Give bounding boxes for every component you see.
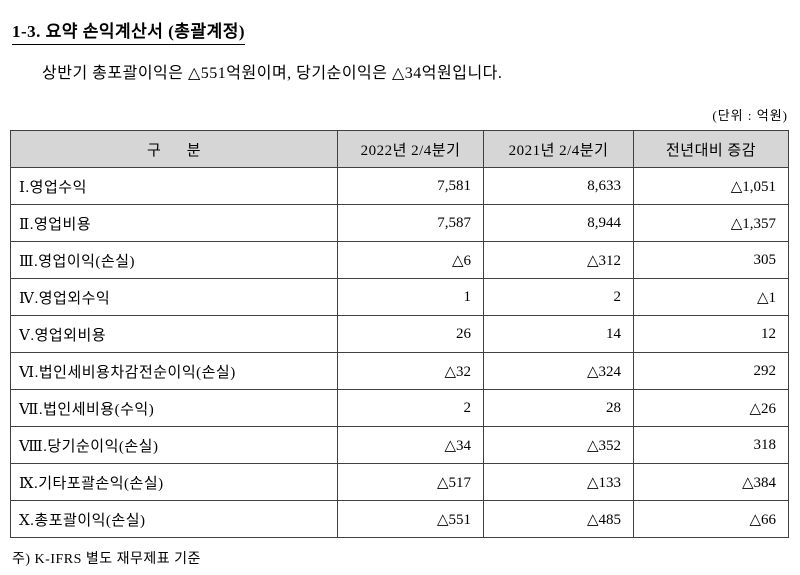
row-label: Ⅷ.당기순이익(손실) xyxy=(10,426,338,464)
row-label: Ⅴ.영업외비용 xyxy=(10,315,338,353)
row-value: △32 xyxy=(337,352,484,390)
row-value: △352 xyxy=(483,426,634,464)
header-category: 구 분 xyxy=(10,130,338,168)
row-label: Ⅳ.영업외수익 xyxy=(10,278,338,316)
row-label: Ⅸ.기타포괄손익(손실) xyxy=(10,463,338,501)
income-statement-table: 구 분 2022년 2/4분기 2021년 2/4분기 전년대비 증감 Ⅰ.영업… xyxy=(10,130,789,538)
table-header: 구 분 2022년 2/4분기 2021년 2/4분기 전년대비 증감 xyxy=(10,130,789,168)
table-row: Ⅱ.영업비용 7,587 8,944 △1,357 xyxy=(10,204,789,242)
row-value: △312 xyxy=(483,241,634,279)
row-value: 8,944 xyxy=(483,204,634,242)
table-body: Ⅰ.영업수익 7,581 8,633 △1,051 Ⅱ.영업비용 7,587 8,944 △1… xyxy=(10,167,789,538)
row-value: 12 xyxy=(633,315,789,353)
row-value: △324 xyxy=(483,352,634,390)
row-value: △384 xyxy=(633,463,789,501)
table-row: Ⅰ.영업수익 7,581 8,633 △1,051 xyxy=(10,167,789,205)
row-value: △6 xyxy=(337,241,484,279)
row-value: △551 xyxy=(337,500,484,538)
row-value: △34 xyxy=(337,426,484,464)
row-value: 2 xyxy=(337,389,484,427)
table-row: Ⅶ.법인세비용(수익) 2 28 △26 xyxy=(10,389,789,427)
summary-sentence: 상반기 총포괄이익은 △551억원이며, 당기순이익은 △34억원입니다. xyxy=(42,65,503,82)
row-value: 8,633 xyxy=(483,167,634,205)
table-row: Ⅴ.영업외비용 26 14 12 xyxy=(10,315,789,353)
page-title: 1-3. 요약 손익계산서 (총괄계정) xyxy=(10,8,790,45)
page-title-text: 1-3. 요약 손익계산서 (총괄계정) xyxy=(12,17,246,45)
row-value: △133 xyxy=(483,463,634,501)
row-value: △517 xyxy=(337,463,484,501)
row-label: Ⅵ.법인세비용차감전순이익(손실) xyxy=(10,352,338,390)
row-label: Ⅶ.법인세비용(수익) xyxy=(10,389,338,427)
row-value: 2 xyxy=(483,278,634,316)
row-value: 7,581 xyxy=(337,167,484,205)
footnote: 주) K-IFRS 별도 재무제표 기준 xyxy=(12,552,201,567)
row-label: Ⅰ.영업수익 xyxy=(10,167,338,205)
table-row: Ⅵ.법인세비용차감전순이익(손실) △32 △324 292 xyxy=(10,352,789,390)
header-2021-q2: 2021년 2/4분기 xyxy=(483,130,634,168)
row-value: 7,587 xyxy=(337,204,484,242)
row-value: △66 xyxy=(633,500,789,538)
row-label: Ⅱ.영업비용 xyxy=(10,204,338,242)
table-row: Ⅲ.영업이익(손실) △6 △312 305 xyxy=(10,241,789,279)
row-value: 14 xyxy=(483,315,634,353)
table-row: Ⅳ.영업외수익 1 2 △1 xyxy=(10,278,789,316)
row-value: 1 xyxy=(337,278,484,316)
row-value: 318 xyxy=(633,426,789,464)
row-label: Ⅹ.총포괄이익(손실) xyxy=(10,500,338,538)
unit-note: (단위 : 억원) xyxy=(712,108,788,123)
row-label: Ⅲ.영업이익(손실) xyxy=(10,241,338,279)
row-value: △26 xyxy=(633,389,789,427)
header-yoy-change: 전년대비 증감 xyxy=(633,130,789,168)
header-2022-q2: 2022년 2/4분기 xyxy=(337,130,484,168)
row-value: △1,357 xyxy=(633,204,789,242)
row-value: 305 xyxy=(633,241,789,279)
row-value: △1,051 xyxy=(633,167,789,205)
row-value: 28 xyxy=(483,389,634,427)
row-value: 26 xyxy=(337,315,484,353)
row-value: △485 xyxy=(483,500,634,538)
table-row: Ⅸ.기타포괄손익(손실) △517 △133 △384 xyxy=(10,463,789,501)
header-row: 구 분 2022년 2/4분기 2021년 2/4분기 전년대비 증감 xyxy=(10,130,789,168)
row-value: △1 xyxy=(633,278,789,316)
table-row: Ⅹ.총포괄이익(손실) △551 △485 △66 xyxy=(10,500,789,538)
row-value: 292 xyxy=(633,352,789,390)
table-row: Ⅷ.당기순이익(손실) △34 △352 318 xyxy=(10,426,789,464)
